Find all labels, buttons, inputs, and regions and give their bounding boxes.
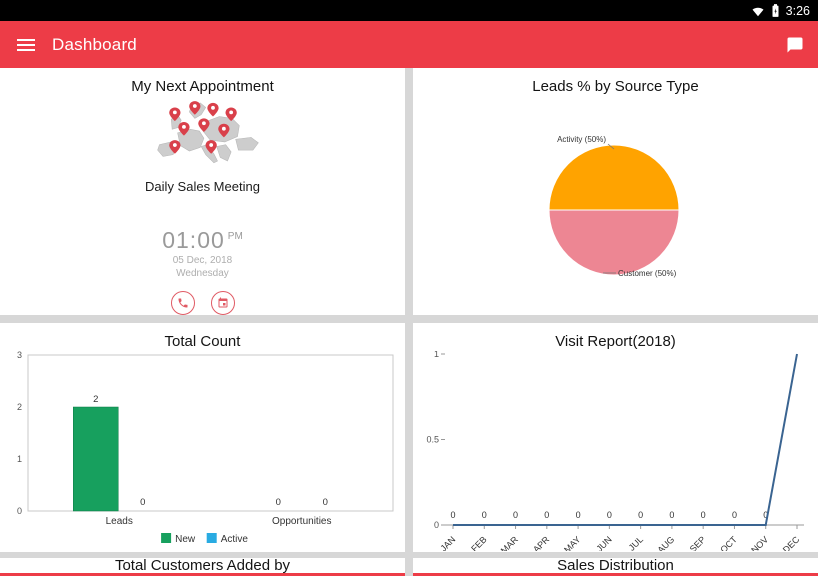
- chat-icon: [787, 37, 803, 52]
- line-chart: 0 0.5 1 JAN 0 FEB 0 MAR 0 APR 0 MAY 0 JUN 0 JUL 0 AUG 0 SEP…: [421, 351, 818, 551]
- svg-text:JUL: JUL: [627, 534, 645, 551]
- svg-text:Activity (50%): Activity (50%): [557, 135, 606, 144]
- svg-text:NOV: NOV: [749, 534, 770, 551]
- card-total-count[interactable]: Total Count 0 1 2 3 2 0 Leads 0 0 Opportunities Ne…: [0, 323, 405, 552]
- svg-text:MAY: MAY: [562, 534, 582, 551]
- card-total-customers-added[interactable]: Total Customers Added by: [0, 558, 405, 576]
- svg-text:FEB: FEB: [469, 534, 488, 551]
- appointment-subject: Daily Sales Meeting: [145, 179, 260, 194]
- app-bar: Dashboard: [0, 21, 818, 68]
- svg-text:0: 0: [607, 510, 612, 520]
- svg-text:DEC: DEC: [781, 534, 802, 551]
- appointment-time: 01:00 PM: [162, 227, 243, 254]
- card-title: Leads % by Source Type: [532, 78, 699, 95]
- svg-text:0: 0: [482, 510, 487, 520]
- svg-text:0: 0: [638, 510, 643, 520]
- appointment-meridiem: PM: [227, 231, 243, 242]
- svg-text:0.5: 0.5: [426, 435, 439, 445]
- card-title: Sales Distribution: [557, 558, 674, 574]
- svg-text:JAN: JAN: [438, 534, 457, 551]
- status-time: 3:26: [785, 3, 810, 18]
- calendar-icon: [218, 297, 227, 308]
- svg-text:0: 0: [544, 510, 549, 520]
- svg-text:1: 1: [434, 351, 439, 359]
- svg-text:Leads: Leads: [106, 516, 133, 527]
- card-sales-distribution[interactable]: Sales Distribution: [413, 558, 818, 576]
- svg-text:0: 0: [17, 506, 22, 516]
- menu-button[interactable]: [0, 21, 52, 68]
- pie-chart: Activity (50%) Customer (50%): [413, 96, 818, 308]
- svg-text:2: 2: [93, 394, 98, 405]
- battery-icon: [772, 4, 779, 17]
- svg-text:0: 0: [513, 510, 518, 520]
- svg-text:0: 0: [576, 510, 581, 520]
- appointment-date: 05 Dec, 2018: [172, 255, 233, 266]
- svg-text:2: 2: [17, 402, 22, 412]
- call-button[interactable]: [170, 291, 195, 315]
- wifi-icon: [752, 7, 764, 16]
- card-title: Total Count: [164, 333, 241, 350]
- appointment-actions: [170, 291, 235, 315]
- svg-text:APR: APR: [531, 534, 552, 551]
- chat-button[interactable]: [786, 36, 804, 54]
- card-leads-by-source-type[interactable]: Leads % by Source Type Activity (50%) Cus…: [413, 68, 818, 315]
- svg-text:AUG: AUG: [655, 534, 676, 551]
- svg-text:1: 1: [17, 454, 22, 464]
- red-strip: [413, 573, 818, 576]
- europe-map-image: [156, 101, 259, 164]
- page-title: Dashboard: [52, 34, 137, 54]
- status-bar: 3:26: [0, 0, 818, 21]
- svg-text:0: 0: [140, 497, 145, 508]
- svg-text:0: 0: [434, 520, 439, 530]
- svg-text:0: 0: [450, 510, 455, 520]
- svg-text:0: 0: [276, 497, 281, 508]
- card-my-next-appointment[interactable]: My Next Appointment: [0, 68, 405, 315]
- svg-text:0: 0: [732, 510, 737, 520]
- svg-text:OCT: OCT: [718, 534, 739, 551]
- svg-text:MAR: MAR: [499, 534, 521, 551]
- svg-text:0: 0: [701, 510, 706, 520]
- appointment-weekday: Wednesday: [176, 268, 229, 279]
- card-title: Visit Report(2018): [555, 333, 676, 350]
- card-title: My Next Appointment: [131, 78, 274, 95]
- svg-text:SEP: SEP: [688, 534, 708, 551]
- phone-icon: [178, 298, 187, 308]
- calendar-button[interactable]: [210, 291, 235, 315]
- svg-text:New: New: [175, 534, 196, 545]
- bar-chart: 0 1 2 3 2 0 Leads 0 0 Opportunities New Active: [8, 351, 405, 549]
- svg-text:Active: Active: [221, 534, 249, 545]
- card-visit-report[interactable]: Visit Report(2018) 0 0.5 1 JAN 0 FEB 0 MAR 0 APR 0…: [413, 323, 818, 552]
- red-strip: [0, 573, 405, 576]
- svg-text:JUN: JUN: [594, 534, 613, 551]
- appointment-hour: 01:00: [162, 227, 225, 253]
- svg-text:3: 3: [17, 351, 22, 360]
- card-title: Total Customers Added by: [114, 558, 291, 574]
- svg-text:Opportunities: Opportunities: [272, 516, 331, 527]
- svg-text:0: 0: [323, 497, 328, 508]
- svg-text:0: 0: [763, 510, 768, 520]
- svg-text:0: 0: [669, 510, 674, 520]
- svg-text:Customer (50%): Customer (50%): [618, 269, 677, 278]
